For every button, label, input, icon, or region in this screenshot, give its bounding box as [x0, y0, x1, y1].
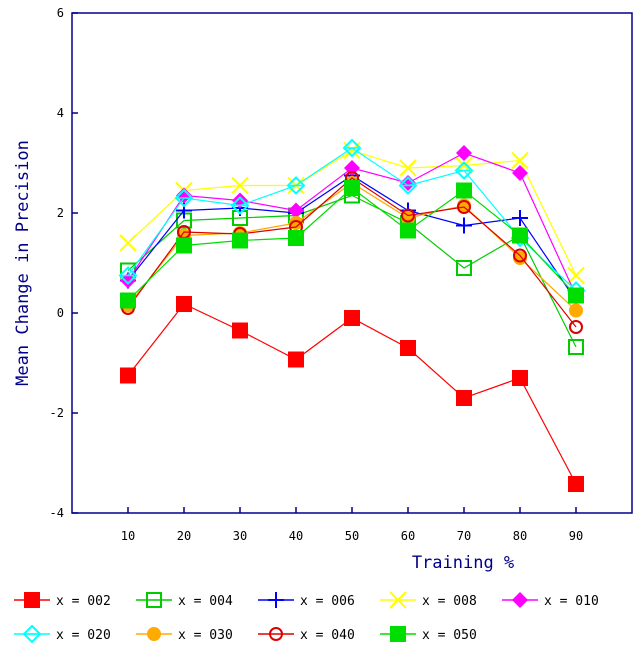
legend: x = 002 x = 004 x = 006 x = 008 x = 010 x = 0…	[14, 592, 599, 643]
data-point	[512, 210, 528, 226]
data-point	[232, 323, 248, 339]
legend-item: x = 030	[136, 627, 233, 643]
data-point	[344, 310, 360, 326]
legend-label: x = 002	[56, 594, 111, 609]
legend-marker	[24, 626, 40, 642]
legend-label: x = 020	[56, 628, 111, 643]
y-axis-label: Mean Change in Precision	[13, 140, 33, 386]
data-point	[400, 340, 416, 356]
legend-item: x = 006	[258, 592, 355, 609]
data-point	[512, 228, 528, 244]
plot-frame	[72, 13, 632, 513]
x-tick-label: 70	[457, 529, 471, 543]
series-line	[128, 304, 576, 484]
y-tick-label: -2	[50, 406, 64, 420]
data-point	[288, 352, 304, 368]
legend-marker	[147, 627, 161, 641]
data-point	[400, 223, 416, 239]
data-point	[569, 304, 583, 318]
legend-item: x = 040	[258, 628, 355, 643]
data-point	[456, 183, 472, 199]
x-tick-label: 30	[233, 529, 247, 543]
y-tick-label: 4	[57, 106, 64, 120]
y-tick-label: -4	[50, 506, 64, 520]
legend-marker	[24, 592, 40, 608]
x-tick-label: 10	[121, 529, 135, 543]
series-x-002	[120, 296, 584, 492]
data-point	[176, 238, 192, 254]
legend-item: x = 002	[14, 592, 111, 609]
legend-label: x = 040	[300, 628, 355, 643]
data-point	[568, 288, 584, 304]
series-layer	[120, 140, 584, 492]
y-tick-label: 0	[57, 306, 64, 320]
legend-item: x = 020	[14, 626, 111, 643]
series-x-010	[120, 145, 584, 304]
legend-item: x = 008	[380, 592, 477, 609]
data-point	[176, 296, 192, 312]
series-line	[128, 178, 576, 327]
legend-label: x = 006	[300, 594, 355, 609]
y-tick-label: 2	[57, 206, 64, 220]
data-point	[568, 476, 584, 492]
data-point	[456, 218, 472, 234]
data-point	[456, 390, 472, 406]
x-tick-label: 80	[513, 529, 527, 543]
data-point	[512, 370, 528, 386]
legend-label: x = 010	[544, 594, 599, 609]
series-line	[128, 188, 576, 301]
data-point	[120, 368, 136, 384]
data-point	[344, 180, 360, 196]
legend-label: x = 004	[178, 594, 233, 609]
series-x-004	[121, 189, 583, 355]
legend-item: x = 010	[502, 592, 599, 609]
legend-label: x = 030	[178, 628, 233, 643]
x-axis-label: Training %	[412, 553, 514, 573]
legend-label: x = 008	[422, 594, 477, 609]
x-tick-label: 20	[177, 529, 191, 543]
data-point	[120, 293, 136, 309]
data-point	[288, 230, 304, 246]
data-point	[344, 160, 360, 176]
legend-item: x = 004	[136, 593, 233, 609]
data-point	[120, 235, 136, 251]
data-point	[232, 233, 248, 249]
legend-marker	[390, 626, 406, 642]
legend-item: x = 050	[380, 626, 477, 643]
legend-label: x = 050	[422, 628, 477, 643]
x-tick-label: 90	[569, 529, 583, 543]
x-tick-label: 40	[289, 529, 303, 543]
legend-marker	[268, 592, 284, 608]
y-tick-label: 6	[57, 6, 64, 20]
legend-marker	[512, 592, 528, 608]
x-tick-label: 50	[345, 529, 359, 543]
x-tick-label: 60	[401, 529, 415, 543]
